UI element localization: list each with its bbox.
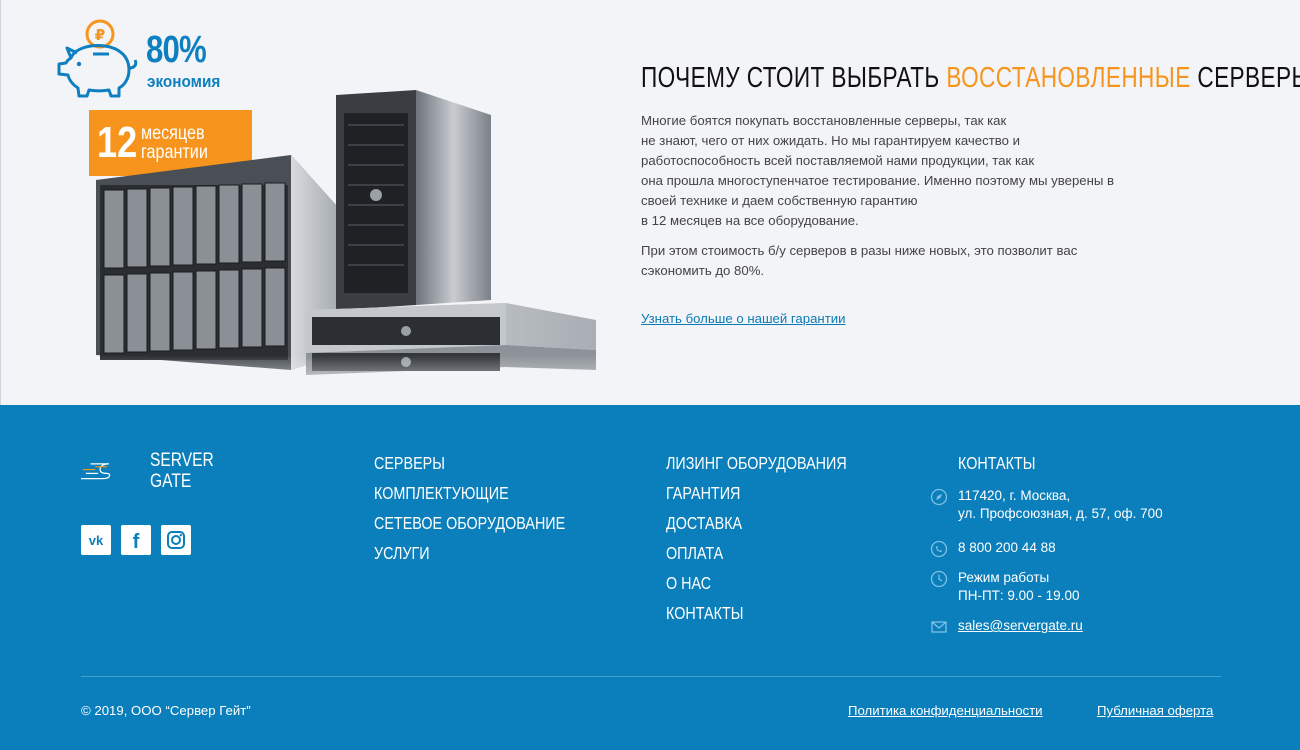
logo-line-1: SERVER bbox=[150, 450, 214, 471]
paragraph-line: своей технике и даем собственную гаранти… bbox=[641, 193, 918, 208]
warranty-text: месяцев гарантии bbox=[141, 124, 208, 162]
nav-guarantee[interactable]: ГАРАНТИЯ bbox=[666, 483, 741, 503]
footer: SERVER GATE vk f СЕРВЕРЫ КОМПЛЕКТУЮЩИЕ С… bbox=[0, 405, 1300, 750]
paragraph-guarantee: Многие боятся покупать восстановленные с… bbox=[641, 111, 1114, 231]
server-gate-logo bbox=[81, 463, 111, 480]
svg-text:f: f bbox=[133, 531, 140, 550]
paragraph-line: работоспособность всей поставляемой нами… bbox=[641, 153, 1035, 168]
nav-payment[interactable]: ОПЛАТА bbox=[666, 543, 724, 563]
phone-number[interactable]: 8 800 200 44 88 bbox=[958, 540, 1056, 555]
section-heading: ПОЧЕМУ СТОИТ ВЫБРАТЬ ВОССТАНОВЛЕННЫЕ СЕР… bbox=[641, 62, 1300, 95]
footer-nav-catalog: СЕРВЕРЫ КОМПЛЕКТУЮЩИЕ СЕТЕВОЕ ОБОРУДОВАН… bbox=[374, 448, 607, 568]
logo-line-2: GATE bbox=[150, 471, 192, 492]
compass-icon bbox=[930, 488, 948, 506]
whatsapp-icon bbox=[930, 540, 948, 558]
vk-icon[interactable]: vk bbox=[81, 525, 111, 555]
paragraph-line: в 12 месяцев на все оборудование. bbox=[641, 213, 859, 228]
nav-about[interactable]: О НАС bbox=[666, 573, 712, 593]
paragraph-line: При этом стоимость б/у серверов в разы н… bbox=[641, 243, 1078, 258]
economy-label: экономия bbox=[147, 72, 221, 91]
instagram-icon[interactable] bbox=[161, 525, 191, 555]
address-line-1: 117420, г. Москва, bbox=[958, 488, 1071, 503]
logo-text: SERVER GATE bbox=[150, 450, 214, 492]
paragraph-line: она прошла многоступенчатое тестирование… bbox=[641, 173, 1115, 188]
mail-icon bbox=[931, 621, 947, 633]
nav-services[interactable]: УСЛУГИ bbox=[374, 543, 430, 563]
svg-text:₽: ₽ bbox=[95, 26, 105, 44]
piggy-bank-icon: ₽ bbox=[57, 19, 138, 98]
hours-line-2: ПН-ПТ: 9.00 - 19.00 bbox=[958, 588, 1080, 603]
nav-servers[interactable]: СЕРВЕРЫ bbox=[374, 453, 445, 473]
privacy-policy-link[interactable]: Политика конфиденциальности bbox=[848, 703, 1043, 718]
email-link[interactable]: sales@servergate.ru bbox=[958, 618, 1083, 633]
warranty-line-1: месяцев bbox=[141, 123, 205, 144]
paragraph-line: сэкономить до 80%. bbox=[641, 263, 765, 278]
hours-line-1: Режим работы bbox=[958, 570, 1050, 585]
footer-nav-info: ЛИЗИНГ ОБОРУДОВАНИЯ ГАРАНТИЯ ДОСТАВКА ОП… bbox=[666, 448, 886, 628]
heading-prefix: ПОЧЕМУ СТОИТ ВЫБРАТЬ bbox=[641, 62, 947, 94]
heading-accent: ВОССТАНОВЛЕННЫЕ bbox=[946, 62, 1191, 94]
guarantee-more-link[interactable]: Узнать больше о нашей гарантии bbox=[641, 311, 846, 326]
footer-divider bbox=[81, 676, 1221, 677]
servers-image bbox=[86, 90, 606, 405]
warranty-number: 12 bbox=[97, 118, 138, 167]
clock-icon bbox=[930, 570, 948, 588]
nav-contacts[interactable]: КОНТАКТЫ bbox=[666, 603, 744, 623]
nav-delivery[interactable]: ДОСТАВКА bbox=[666, 513, 743, 533]
svg-text:vk: vk bbox=[89, 534, 104, 546]
nav-leasing[interactable]: ЛИЗИНГ ОБОРУДОВАНИЯ bbox=[666, 453, 847, 473]
facebook-icon[interactable]: f bbox=[121, 525, 151, 555]
nav-components[interactable]: КОМПЛЕКТУЮЩИЕ bbox=[374, 483, 509, 503]
contacts-title: КОНТАКТЫ bbox=[958, 453, 1036, 473]
paragraph-line: Многие боятся покупать восстановленные с… bbox=[641, 113, 1007, 128]
heading-suffix: СЕРВЕРЫ bbox=[1190, 62, 1300, 94]
economy-percent: 80% bbox=[146, 29, 207, 71]
address-line-2: ул. Профсоюзная, д. 57, оф. 700 bbox=[958, 506, 1163, 521]
guarantee-section: ₽ 80% экономия 12 месяцев гарантии bbox=[0, 0, 1300, 405]
warranty-line-2: гарантии bbox=[141, 142, 208, 163]
nav-network-equipment[interactable]: СЕТЕВОЕ ОБОРУДОВАНИЕ bbox=[374, 513, 566, 533]
copyright: © 2019, ООО “Сервер Гейт” bbox=[81, 703, 251, 718]
paragraph-line: не знают, чего от них ожидать. Но мы гар… bbox=[641, 133, 1020, 148]
public-offer-link[interactable]: Публичная оферта bbox=[1097, 703, 1214, 718]
paragraph-savings: При этом стоимость б/у серверов в разы н… bbox=[641, 241, 1077, 281]
